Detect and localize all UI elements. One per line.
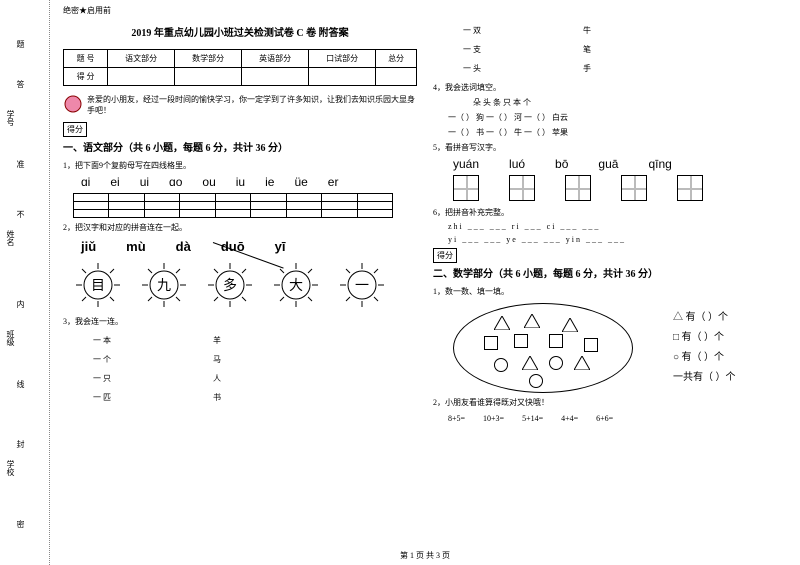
right-column: 一 双牛 一 支笔 一 头手 4，我会选词填空。 朵 头 条 只 本 个 一（ …: [425, 5, 795, 545]
square-icon: [514, 334, 528, 348]
question-m1: 1，数一数、填一填。: [433, 286, 787, 297]
mascot-icon: [63, 94, 83, 114]
pair-row: 一 双牛: [463, 25, 787, 36]
svg-text:一: 一: [355, 279, 369, 294]
secret-label: 绝密★启用前: [63, 5, 417, 16]
tianzige-row: [453, 175, 787, 201]
left-column: 绝密★启用前 2019 年重点幼儿园小班过关检测试卷 C 卷 附答案 题 号 语…: [55, 5, 425, 545]
th: 口试部分: [309, 50, 376, 68]
tianzige-cell[interactable]: [565, 175, 591, 201]
sun-icon: 大: [271, 260, 321, 310]
triangle-icon: [562, 318, 578, 332]
legend-row: ○ 有（ ）个: [673, 348, 736, 368]
margin-marker: 题: [15, 40, 26, 48]
q4-words: 朵 头 条 只 本 个: [473, 97, 787, 108]
triangle-icon: [494, 316, 510, 330]
question-3: 3，我会连一连。: [63, 316, 417, 327]
pair-row: 一 个马: [93, 354, 417, 365]
binding-margin: 题 答 学号 准 不 姓名 内 班级 线 封 学校 密: [0, 0, 50, 565]
q2-pinyin: jiǔ mù dà duō yī: [81, 239, 417, 254]
q5-pinyin: yuán luó bō guā qīng: [453, 157, 787, 171]
exam-title: 2019 年重点幼儿园小班过关检测试卷 C 卷 附答案: [63, 24, 417, 39]
four-line-grid[interactable]: [73, 193, 393, 218]
triangle-icon: [574, 356, 590, 370]
th: 语文部分: [108, 50, 175, 68]
score-table: 题 号 语文部分 数学部分 英语部分 口试部分 总分 得 分: [63, 49, 417, 86]
margin-marker: 答: [15, 80, 26, 88]
section-2-title: 二、数学部分（共 6 小题，每题 6 分，共计 36 分）: [433, 265, 787, 280]
arithmetic-row: 8+5= 10+3= 5+14= 4+4= 6+6=: [448, 414, 787, 423]
th: 英语部分: [242, 50, 309, 68]
sun-shapes: 目 九 多 大 一: [73, 260, 417, 310]
th: 数学部分: [175, 50, 242, 68]
circle-icon: [529, 374, 543, 388]
square-icon: [484, 336, 498, 350]
svg-text:大: 大: [289, 278, 303, 294]
intro-text: 亲爱的小朋友，经过一段时间的愉快学习，你一定学到了许多知识，让我们去知识乐园大显…: [63, 94, 417, 116]
question-4: 4，我会选词填空。: [433, 82, 787, 93]
question-m2: 2，小朋友看谁算得既对又快哦！: [433, 397, 787, 408]
question-1: 1，把下面9个复韵母写在四线格里。: [63, 160, 417, 171]
triangle-icon: [522, 356, 538, 370]
q4-line: 一（ ） 狗 一（ ） 河 一（ ） 白云: [448, 112, 787, 123]
margin-label: 姓名: [5, 230, 16, 246]
tianzige-cell[interactable]: [621, 175, 647, 201]
tianzige-cell[interactable]: [509, 175, 535, 201]
margin-marker: 不: [15, 210, 26, 218]
margin-marker: 封: [15, 440, 26, 448]
margin-marker: 线: [15, 380, 26, 388]
question-2: 2，把汉字和对应的拼音连在一起。: [63, 222, 417, 233]
q6-row: yi ___ ___ ye ___ ___ yin ___ ___: [448, 235, 787, 244]
circle-icon: [494, 358, 508, 372]
question-5: 5，看拼音写汉字。: [433, 142, 787, 153]
th: 题 号: [64, 50, 108, 68]
sun-icon: 九: [139, 260, 189, 310]
legend-row: 一共有（ ）个: [673, 368, 736, 388]
shapes-exercise: △ 有（ ）个 □ 有（ ）个 ○ 有（ ）个 一共有（ ）个: [433, 303, 787, 393]
pair-row: 一 只人: [93, 373, 417, 384]
td[interactable]: [108, 68, 175, 86]
score-field: 得分: [63, 122, 87, 137]
tianzige-cell[interactable]: [453, 175, 479, 201]
margin-label: 班级: [5, 330, 16, 346]
svg-text:目: 目: [91, 279, 105, 294]
td: 得 分: [64, 68, 108, 86]
triangle-icon: [524, 314, 540, 328]
main-content: 绝密★启用前 2019 年重点幼儿园小班过关检测试卷 C 卷 附答案 题 号 语…: [50, 0, 800, 565]
q4-line: 一（ ） 书 一（ ） 牛 一（ ） 苹果: [448, 127, 787, 138]
question-6: 6，把拼音补充完整。: [433, 207, 787, 218]
margin-marker: 密: [15, 520, 26, 528]
sun-icon: 多: [205, 260, 255, 310]
svg-text:九: 九: [157, 278, 171, 294]
vowel-list: ɑi ei ui ɑo ou iu ie üe er: [81, 175, 417, 189]
pair-row: 一 支笔: [463, 44, 787, 55]
square-icon: [584, 338, 598, 352]
shapes-legend: △ 有（ ）个 □ 有（ ）个 ○ 有（ ）个 一共有（ ）个: [673, 308, 736, 388]
td[interactable]: [309, 68, 376, 86]
legend-row: △ 有（ ）个: [673, 308, 736, 328]
pair-row: 一 头手: [463, 63, 787, 74]
th: 总分: [376, 50, 417, 68]
margin-label: 学校: [5, 460, 16, 476]
score-field: 得分: [433, 248, 457, 263]
section-1-title: 一、语文部分（共 6 小题，每题 6 分，共计 36 分）: [63, 139, 417, 154]
td[interactable]: [376, 68, 417, 86]
tianzige-cell[interactable]: [677, 175, 703, 201]
page-footer: 第 1 页 共 3 页: [400, 550, 450, 561]
square-icon: [549, 334, 563, 348]
q6-row: zhi ___ ___ ri ___ ci ___ ___: [448, 222, 787, 231]
shapes-oval: [453, 303, 633, 393]
sun-icon: 一: [337, 260, 387, 310]
sun-icon: 目: [73, 260, 123, 310]
td[interactable]: [175, 68, 242, 86]
margin-label: 学号: [5, 110, 16, 126]
legend-row: □ 有（ ）个: [673, 328, 736, 348]
margin-marker: 准: [15, 160, 26, 168]
margin-marker: 内: [15, 300, 26, 308]
svg-text:多: 多: [223, 277, 237, 294]
circle-icon: [549, 356, 563, 370]
pair-row: 一 本羊: [93, 335, 417, 346]
td[interactable]: [242, 68, 309, 86]
pair-row: 一 匹书: [93, 392, 417, 403]
